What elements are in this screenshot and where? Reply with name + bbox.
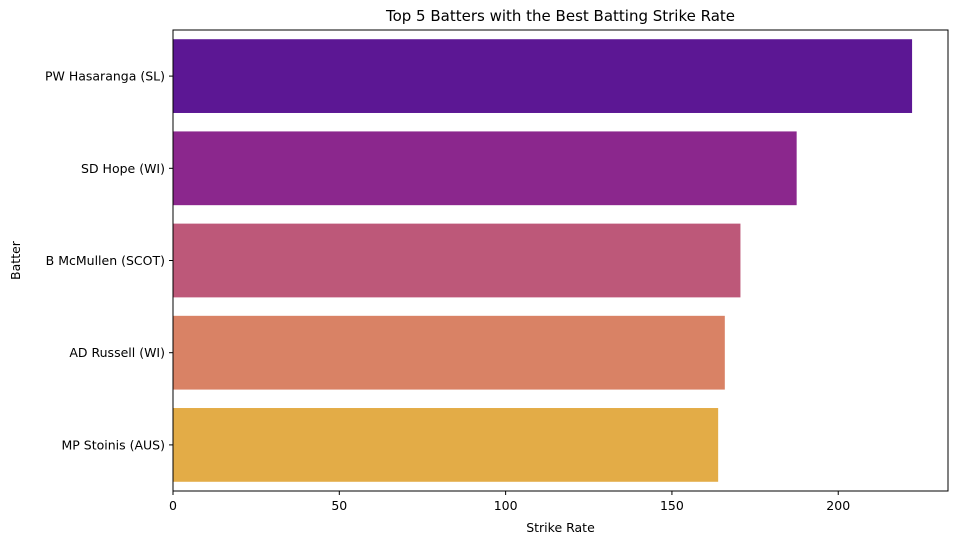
bar [173,39,913,113]
x-axis-label: Strike Rate [526,520,595,535]
y-axis-ticks: PW Hasaranga (SL) SD Hope (WI) B McMullen … [45,69,173,452]
x-tick-label: 100 [494,498,518,513]
chart-title: Top 5 Batters with the Best Batting Stri… [385,7,735,25]
x-tick-label: 50 [331,498,347,513]
y-tick-label: B McMullen (SCOT) [46,253,165,268]
x-tick-label: 0 [169,498,177,513]
x-axis-ticks: 0 50 100 150 200 [169,491,850,513]
bars-group [173,39,913,482]
y-tick-label: PW Hasaranga (SL) [45,69,165,84]
y-axis-label: Batter [8,240,23,280]
bar [173,223,741,298]
bar [173,131,797,206]
plot-frame [172,29,949,492]
y-tick-label: AD Russell (WI) [69,345,165,360]
x-tick-label: 150 [660,498,684,513]
y-tick-label: SD Hope (WI) [81,161,165,176]
bar [173,408,719,482]
bar [173,315,725,390]
y-tick-label: MP Stoinis (AUS) [61,437,165,452]
x-tick-label: 200 [826,498,850,513]
